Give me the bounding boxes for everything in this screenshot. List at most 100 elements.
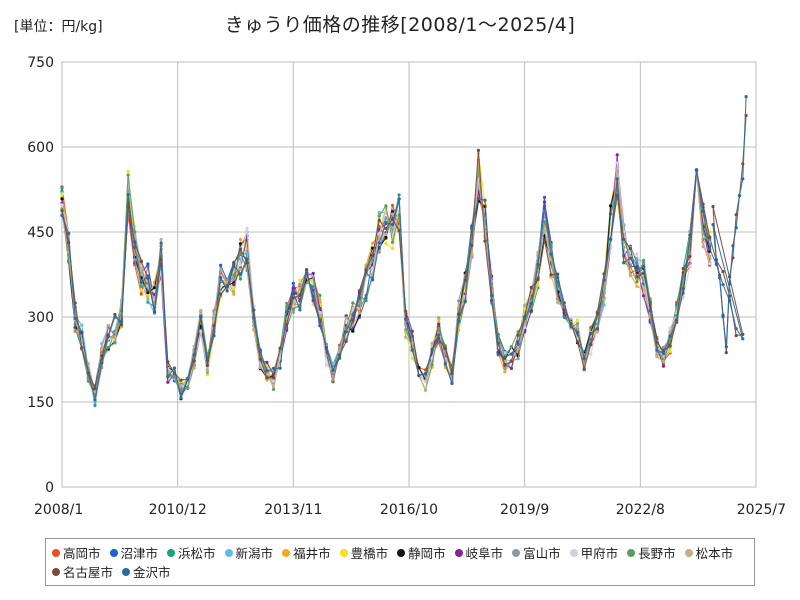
data-point xyxy=(86,362,90,366)
x-tick-label: 2016/10 xyxy=(380,502,438,518)
data-point xyxy=(688,264,692,269)
data-point xyxy=(628,256,633,260)
data-point xyxy=(357,311,361,315)
data-point xyxy=(437,322,441,326)
data-point xyxy=(100,361,104,365)
data-point xyxy=(714,262,718,266)
data-point xyxy=(589,343,593,347)
data-point xyxy=(126,173,130,177)
data-point xyxy=(351,318,355,322)
data-point xyxy=(688,254,692,259)
legend-item: 名古屋市 xyxy=(52,562,113,581)
data-point xyxy=(331,368,335,372)
data-point xyxy=(589,332,593,336)
data-point xyxy=(291,290,295,294)
data-point xyxy=(724,345,728,349)
legend-label: 浜松市 xyxy=(178,546,216,561)
data-point xyxy=(404,335,408,339)
data-point xyxy=(708,236,712,240)
data-point xyxy=(377,232,381,236)
data-point xyxy=(397,229,401,233)
data-point xyxy=(106,345,110,349)
data-point xyxy=(668,330,672,334)
data-point xyxy=(338,356,342,360)
data-point xyxy=(615,177,619,181)
data-point xyxy=(219,268,223,272)
data-point xyxy=(615,153,619,157)
data-point xyxy=(371,241,375,245)
data-point xyxy=(562,315,566,319)
legend-item: 金沢市 xyxy=(122,562,171,581)
data-point xyxy=(86,379,90,383)
data-point xyxy=(635,284,639,288)
data-point xyxy=(470,252,474,256)
data-point xyxy=(311,288,315,292)
data-point xyxy=(509,345,513,349)
data-point xyxy=(291,307,295,311)
data-point xyxy=(417,373,421,377)
data-point xyxy=(344,339,348,343)
legend-label: 豊橋市 xyxy=(350,546,389,561)
data-point xyxy=(410,329,414,333)
data-point xyxy=(238,247,243,251)
data-point xyxy=(172,366,176,370)
data-point xyxy=(384,232,388,237)
data-point xyxy=(205,368,209,372)
data-point xyxy=(628,247,633,251)
axis-layer: 0 150 300 450 600 750 2008/1 2010/12 2013/11 2016… xyxy=(27,55,786,518)
x-tick-label: 2025/7 xyxy=(737,502,786,518)
data-point xyxy=(199,314,203,318)
data-point xyxy=(635,275,639,279)
data-point xyxy=(238,242,243,246)
data-point xyxy=(430,347,434,351)
data-point xyxy=(437,333,441,337)
data-point xyxy=(556,300,560,304)
legend-marker-icon xyxy=(627,548,636,557)
legend-item: 沼津市 xyxy=(109,543,158,562)
data-point xyxy=(384,221,388,225)
legend-item: 富山市 xyxy=(512,543,561,562)
data-point xyxy=(205,363,209,367)
data-point xyxy=(331,378,335,382)
data-point xyxy=(265,360,269,364)
data-point xyxy=(642,265,646,269)
data-point xyxy=(146,274,150,278)
data-point xyxy=(476,196,480,201)
series-金沢市 xyxy=(60,95,748,402)
data-point xyxy=(232,283,236,287)
data-point xyxy=(166,380,170,384)
data-point xyxy=(285,322,289,327)
data-point xyxy=(225,289,229,293)
data-point xyxy=(443,346,447,350)
data-point xyxy=(80,346,84,350)
data-point xyxy=(615,161,619,165)
data-point xyxy=(457,299,461,303)
legend-label: 新潟市 xyxy=(235,546,274,561)
data-point xyxy=(324,347,328,351)
data-point xyxy=(60,197,64,201)
data-point xyxy=(258,357,262,361)
data-point xyxy=(351,313,355,317)
data-point xyxy=(483,198,487,202)
data-point xyxy=(377,250,381,254)
legend-marker-icon xyxy=(339,548,348,557)
data-point xyxy=(318,318,322,322)
data-point xyxy=(219,263,223,267)
data-point xyxy=(100,354,104,358)
data-point xyxy=(298,278,302,282)
data-point xyxy=(324,363,328,367)
data-point xyxy=(582,357,586,361)
data-point xyxy=(509,352,513,356)
data-point xyxy=(589,352,593,356)
data-point xyxy=(635,252,639,256)
data-point xyxy=(668,349,672,353)
data-point xyxy=(681,266,685,271)
legend-item: 長野市 xyxy=(627,543,676,562)
data-point xyxy=(390,212,395,216)
data-point xyxy=(298,308,302,312)
data-point xyxy=(430,341,434,345)
data-point xyxy=(311,275,315,279)
data-point xyxy=(371,278,375,282)
legend-marker-icon xyxy=(282,548,291,557)
data-point xyxy=(179,378,183,382)
